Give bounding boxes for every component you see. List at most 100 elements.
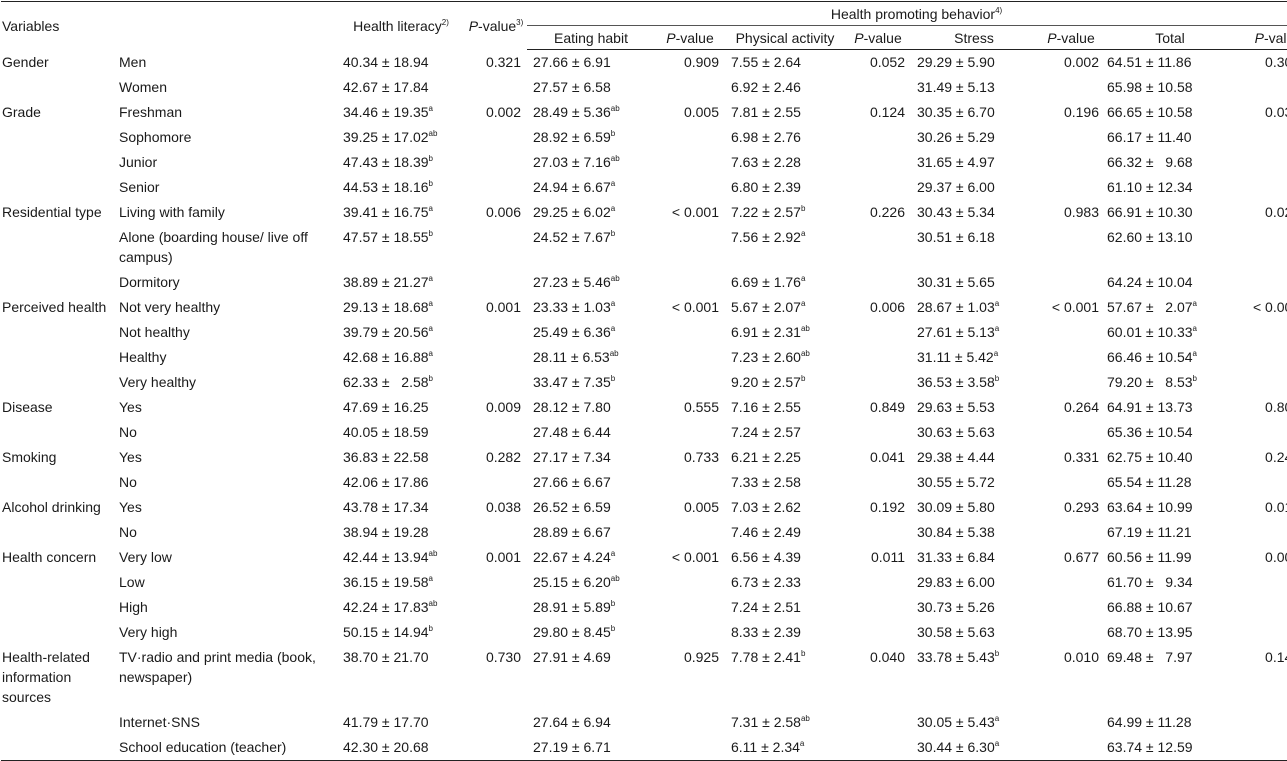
table-row: Gender Men 40.34 ± 18.94 0.321 27.66 ± 6.91 0… [1, 50, 1287, 76]
eating-habit-cell: 28.49 ± 5.36ab [533, 104, 620, 120]
significance-letter: a [428, 349, 433, 358]
p-value-literacy-cell [465, 470, 527, 495]
p-value-physical-cell: 0.124 [869, 104, 905, 120]
total-cell: 60.56 ± 11.99 [1107, 549, 1192, 565]
header-variables: Variables [1, 1, 119, 50]
p-value-physical-cell [845, 570, 911, 595]
eating-habit-cell: 24.52 ± 7.67b [533, 229, 616, 245]
physical-activity-cell: 7.56 ± 2.92a [731, 229, 806, 245]
eating-habit-cell: 27.66 ± 6.91 [533, 54, 611, 70]
variable-cell [1, 225, 119, 270]
table-body: Gender Men 40.34 ± 18.94 0.321 27.66 ± 6.91 0… [1, 50, 1287, 761]
p-value-eating-cell: < 0.001 [671, 204, 719, 220]
variable-cell [1, 175, 119, 200]
category-cell: Living with family [119, 204, 225, 220]
p-value-total-cell [1235, 470, 1287, 495]
eating-habit-cell: 26.52 ± 6.59 [533, 499, 611, 515]
significance-letter: b [1192, 374, 1197, 383]
p-value-total-cell: 0.001 [1265, 549, 1287, 565]
table-row: Not healthy 39.79 ± 20.56a 25.49 ± 6.36a 6.… [1, 320, 1287, 345]
eating-habit-cell: 28.12 ± 7.80 [533, 399, 611, 415]
significance-letter: a [800, 274, 806, 283]
health-literacy-cell: 38.70 ± 21.70 [343, 649, 429, 665]
p-value-stress-cell [1037, 470, 1105, 495]
p-value-physical-cell [845, 320, 911, 345]
table-row: Smoking Yes 36.83 ± 22.58 0.282 27.17 ± 7.34… [1, 445, 1287, 470]
p-value-total-cell: 0.305 [1265, 54, 1287, 70]
p-value-total-cell [1235, 75, 1287, 100]
p-value-eating-cell [655, 150, 725, 175]
health-literacy-cell: 34.46 ± 19.35a [343, 104, 433, 120]
p-value-eating-cell: < 0.001 [671, 299, 719, 315]
table-row: Internet·SNS 41.79 ± 17.70 27.64 ± 6.94 7.3… [1, 710, 1287, 735]
category-cell: Not very healthy [119, 299, 221, 315]
p-value-physical-cell: 0.192 [869, 499, 905, 515]
total-cell: 66.32 ± 9.68 [1107, 154, 1193, 170]
significance-letter: b [800, 649, 806, 658]
physical-activity-cell: 7.24 ± 2.57 [731, 424, 801, 440]
total-cell: 61.70 ± 9.34 [1107, 574, 1193, 590]
p-value-physical-cell [845, 225, 911, 270]
eating-habit-cell: 27.17 ± 7.34 [533, 449, 611, 465]
stress-cell: 30.63 ± 5.63 [917, 424, 995, 440]
significance-letter: a [428, 274, 433, 283]
p-value-stress-cell [1037, 320, 1105, 345]
p-value-eating-cell: 0.733 [683, 449, 719, 465]
variable-cell [1, 570, 119, 595]
p-value-literacy-cell [465, 735, 527, 761]
table-row: No 38.94 ± 19.28 28.89 ± 6.67 7.46 ± 2.49 30… [1, 520, 1287, 545]
p-value-literacy-cell: 0.321 [485, 53, 521, 70]
p-value-total-cell [1235, 150, 1287, 175]
total-cell: 65.98 ± 10.58 [1107, 79, 1193, 95]
physical-activity-cell: 7.63 ± 2.28 [731, 154, 801, 170]
p-value-total-cell [1235, 595, 1287, 620]
p-value-eating-cell [655, 125, 725, 150]
eating-habit-cell: 27.64 ± 6.94 [533, 714, 611, 730]
physical-activity-cell: 6.11 ± 2.34a [725, 735, 845, 761]
significance-letter: a [428, 324, 433, 333]
variable-cell: Residential type [2, 204, 102, 220]
category-cell: School education (teacher) [119, 735, 337, 761]
p-value-literacy-cell [465, 150, 527, 175]
category-cell: No [119, 474, 137, 490]
significance-letter: b [428, 374, 433, 383]
p-value-eating-cell [655, 320, 725, 345]
variable-cell [1, 270, 119, 295]
header-row-2: Eating habit P-value Physical activity P… [1, 25, 1287, 50]
stress-cell: 30.35 ± 6.70 [917, 104, 995, 120]
physical-activity-cell: 7.46 ± 2.49 [731, 524, 801, 540]
header-p-value-stress: P-value [1037, 25, 1105, 50]
significance-letter: a [994, 714, 1000, 723]
header-stress: Stress [911, 25, 1037, 50]
p-value-total-cell: 0.028 [1265, 204, 1287, 220]
table-row: No 40.05 ± 18.59 27.48 ± 6.44 7.24 ± 2.57 30… [1, 420, 1287, 445]
physical-activity-cell: 6.21 ± 2.25 [731, 449, 801, 465]
p-value-total-cell [1235, 270, 1287, 295]
category-cell: Dormitory [119, 274, 180, 290]
health-literacy-cell: 41.79 ± 17.70 [343, 714, 429, 730]
p-value-stress-cell: 0.677 [1063, 549, 1099, 565]
significance-letter: b [428, 229, 433, 238]
p-value-literacy-cell [465, 620, 527, 645]
health-literacy-cell: 47.69 ± 16.25 [343, 399, 429, 415]
eating-habit-cell: 27.91 ± 4.69 [533, 649, 611, 665]
physical-activity-cell: 7.81 ± 2.55 [731, 104, 801, 120]
stress-cell: 29.83 ± 6.00 [917, 574, 995, 590]
category-cell: Very low [119, 549, 172, 565]
p-value-eating-cell [655, 370, 725, 395]
stress-cell: 27.61 ± 5.13a [917, 324, 1000, 340]
total-cell: 62.75 ± 10.40 [1107, 449, 1193, 465]
p-value-stress-cell: 0.293 [1063, 499, 1099, 515]
significance-letter: a [610, 549, 616, 558]
health-literacy-cell: 39.41 ± 16.75a [343, 204, 433, 220]
p-value-eating-cell [655, 175, 725, 200]
eating-habit-cell: 27.66 ± 6.67 [533, 474, 611, 490]
p-value-eating-cell: 0.909 [683, 54, 719, 70]
variable-cell: Gender [2, 53, 49, 70]
significance-letter: a [800, 299, 806, 308]
significance-letter: b [428, 154, 433, 163]
category-cell: No [119, 524, 137, 540]
category-cell: Freshman [119, 104, 183, 120]
significance-letter: ab [800, 324, 810, 333]
stress-cell: 30.51 ± 6.18 [917, 229, 995, 245]
